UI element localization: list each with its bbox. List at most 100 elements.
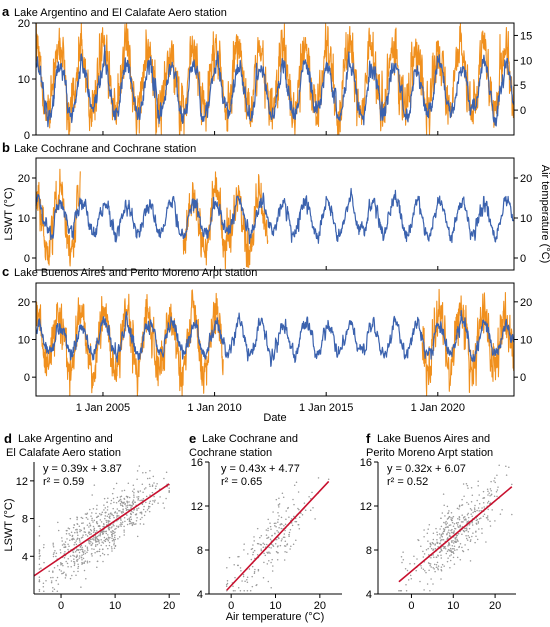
panel-d-point (120, 522, 122, 524)
panel-d-point (75, 529, 77, 531)
panel-d-point (105, 519, 107, 522)
panel-e-point (311, 491, 313, 494)
panel-d-point (82, 534, 84, 536)
panel-f-point (465, 482, 468, 485)
panel-d-point (134, 523, 136, 525)
panel-e-equation: y = 0.43x + 4.77 (221, 463, 300, 475)
panel-d-point (123, 489, 126, 492)
panel-d-point (100, 538, 102, 541)
panel-d-point (113, 542, 115, 544)
panel-f-point (490, 480, 492, 483)
panel-d-point (116, 508, 119, 510)
panel-d-point (93, 484, 96, 486)
panel-a-y-left-tick-label: 20 (18, 18, 30, 30)
panel-a-y-right-tick-label: 0 (520, 105, 526, 117)
panel-e-point (290, 545, 292, 548)
panel-f-y-tick-label: 8 (366, 545, 372, 557)
panel-d-point (148, 510, 151, 513)
panel-f-point (443, 530, 446, 532)
panel-f-point (443, 546, 445, 548)
panel-d-point (86, 535, 89, 537)
panel-d-point (72, 537, 74, 540)
panel-d-point (136, 478, 138, 480)
panel-d-point (121, 521, 124, 523)
panel-d-point (113, 547, 116, 550)
panel-e-point (314, 518, 316, 520)
panel-d-point (107, 513, 110, 515)
panel-e-x-label: Air temperature (°C) (226, 611, 325, 623)
panel-f-point (448, 524, 451, 527)
panel-f-y-tick-label: 12 (360, 501, 372, 513)
panel-e-point (266, 551, 268, 554)
panel-d-point (168, 490, 170, 492)
panel-f-point (432, 532, 435, 534)
panel-d-point (67, 548, 69, 551)
panel-e-point (283, 559, 286, 561)
panel-f-point (457, 532, 460, 535)
panel-f-point (465, 537, 468, 540)
panel-d-point (57, 583, 60, 585)
panel-f-point (465, 535, 467, 537)
panel-d-point (52, 545, 55, 548)
panel-f-point (434, 543, 436, 545)
panel-d-point (86, 546, 89, 548)
panel-e-point (290, 522, 293, 524)
panel-d-point (95, 536, 98, 539)
panel-d-point (104, 540, 107, 543)
panel-d-point (81, 517, 84, 520)
panel-d-point (38, 549, 41, 552)
panel-d-point (67, 527, 70, 529)
panel-c-y-left-tick-label: 20 (18, 297, 30, 309)
panel-f-point (435, 556, 438, 558)
panel-d-point (131, 524, 134, 526)
panel-e-point (286, 551, 288, 554)
panel-d-point (126, 518, 129, 521)
panel-f-point (471, 524, 474, 526)
panel-d-point (103, 536, 106, 539)
panel-f-point (426, 583, 429, 585)
panel-d-point (55, 552, 58, 554)
panel-f-point (428, 562, 431, 565)
panel-f-title-line1: Lake Buenos Aires and (377, 433, 490, 445)
panel-f-point (505, 465, 507, 468)
panel-e-point (266, 563, 269, 565)
panel-f-point (470, 486, 473, 489)
panel-d-point (107, 527, 110, 530)
panel-f-point (467, 503, 470, 505)
panel-a-y-left-tick-label: 0 (24, 130, 30, 142)
panel-f-point (481, 532, 483, 534)
panel-f-point (496, 474, 498, 476)
panel-a-letter: a (2, 4, 10, 19)
panel-f-point (456, 524, 459, 526)
panel-d-point (101, 533, 104, 535)
panel-e-fit-line (226, 480, 330, 591)
panel-d-point (91, 517, 93, 520)
panel-d-point (38, 568, 41, 570)
panel-d-point (99, 535, 101, 537)
panel-d-point (42, 582, 45, 585)
panel-d-point (43, 543, 45, 546)
panel-e-point (293, 503, 295, 506)
panel-d-point (103, 539, 105, 542)
panel-f-point (458, 505, 461, 508)
panel-d-point (43, 561, 45, 564)
panel-e-point (266, 537, 268, 540)
panel-f-point (423, 529, 425, 531)
panel-e-point (269, 525, 272, 528)
panel-e-point (253, 540, 255, 542)
panel-f-point (430, 578, 432, 580)
panel-f-point (467, 548, 469, 551)
panel-e-point (275, 525, 277, 528)
panel-f-point (447, 548, 450, 551)
panel-f-point (470, 539, 472, 541)
panel-f-point (442, 493, 445, 495)
panel-f-point (488, 492, 490, 494)
panel-d-point (151, 491, 154, 494)
panel-d-point (81, 546, 83, 549)
panel-f-point (458, 545, 461, 548)
panel-f-point (467, 487, 469, 489)
panel-f-point (435, 564, 438, 566)
panel-f-point (470, 513, 472, 515)
panel-d-point (76, 516, 78, 518)
